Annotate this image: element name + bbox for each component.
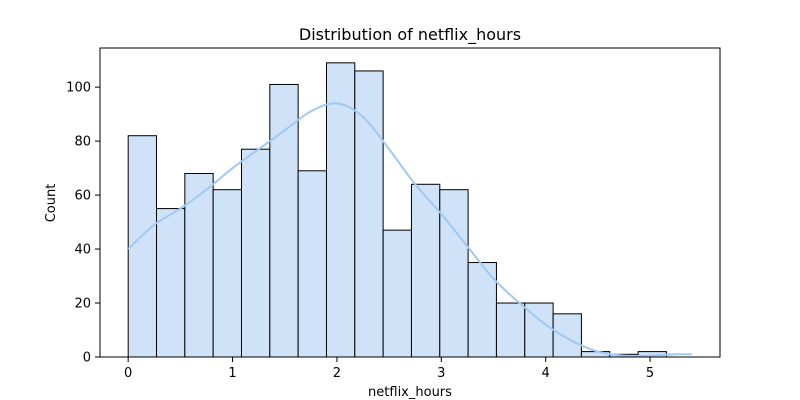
histogram-bar xyxy=(439,189,469,358)
y-tick-label: 60 xyxy=(74,189,91,204)
y-tick-label: 0 xyxy=(83,351,91,366)
x-tick-label: 0 xyxy=(124,366,132,381)
histogram-bar xyxy=(269,83,299,358)
x-tick-label: 1 xyxy=(228,366,236,381)
histogram-bar xyxy=(382,229,412,358)
histogram-bar xyxy=(354,70,384,358)
y-tick-label: 100 xyxy=(66,81,91,96)
y-tick-label: 20 xyxy=(74,297,91,312)
y-tick-label: 40 xyxy=(74,243,91,258)
histogram-bar xyxy=(495,302,526,358)
kde-line xyxy=(127,102,692,358)
histogram-bar xyxy=(297,170,327,358)
y-axis-label: Count xyxy=(44,184,59,223)
histogram-bar xyxy=(552,313,582,358)
y-tick-label: 80 xyxy=(74,135,91,150)
histogram-bar xyxy=(325,62,356,358)
x-tick-label: 3 xyxy=(437,366,445,381)
histogram-bar xyxy=(184,172,214,358)
x-axis-label: netflix_hours xyxy=(368,385,452,400)
x-ticks: 0 1 2 3 4 5 xyxy=(124,357,654,381)
histogram-bar xyxy=(127,135,158,358)
histogram-bar xyxy=(240,148,271,358)
y-ticks: 0 20 40 60 80 100 xyxy=(66,81,100,366)
x-tick-label: 5 xyxy=(646,366,654,381)
plot-frame xyxy=(99,47,721,358)
chart-title: Distribution of netflix_hours xyxy=(299,25,521,45)
histogram-bar xyxy=(212,189,242,358)
x-tick-label: 4 xyxy=(542,366,550,381)
x-tick-label: 2 xyxy=(333,366,341,381)
histogram-bar xyxy=(156,208,186,358)
histogram-bar xyxy=(410,183,441,358)
bars-layer xyxy=(127,62,667,358)
